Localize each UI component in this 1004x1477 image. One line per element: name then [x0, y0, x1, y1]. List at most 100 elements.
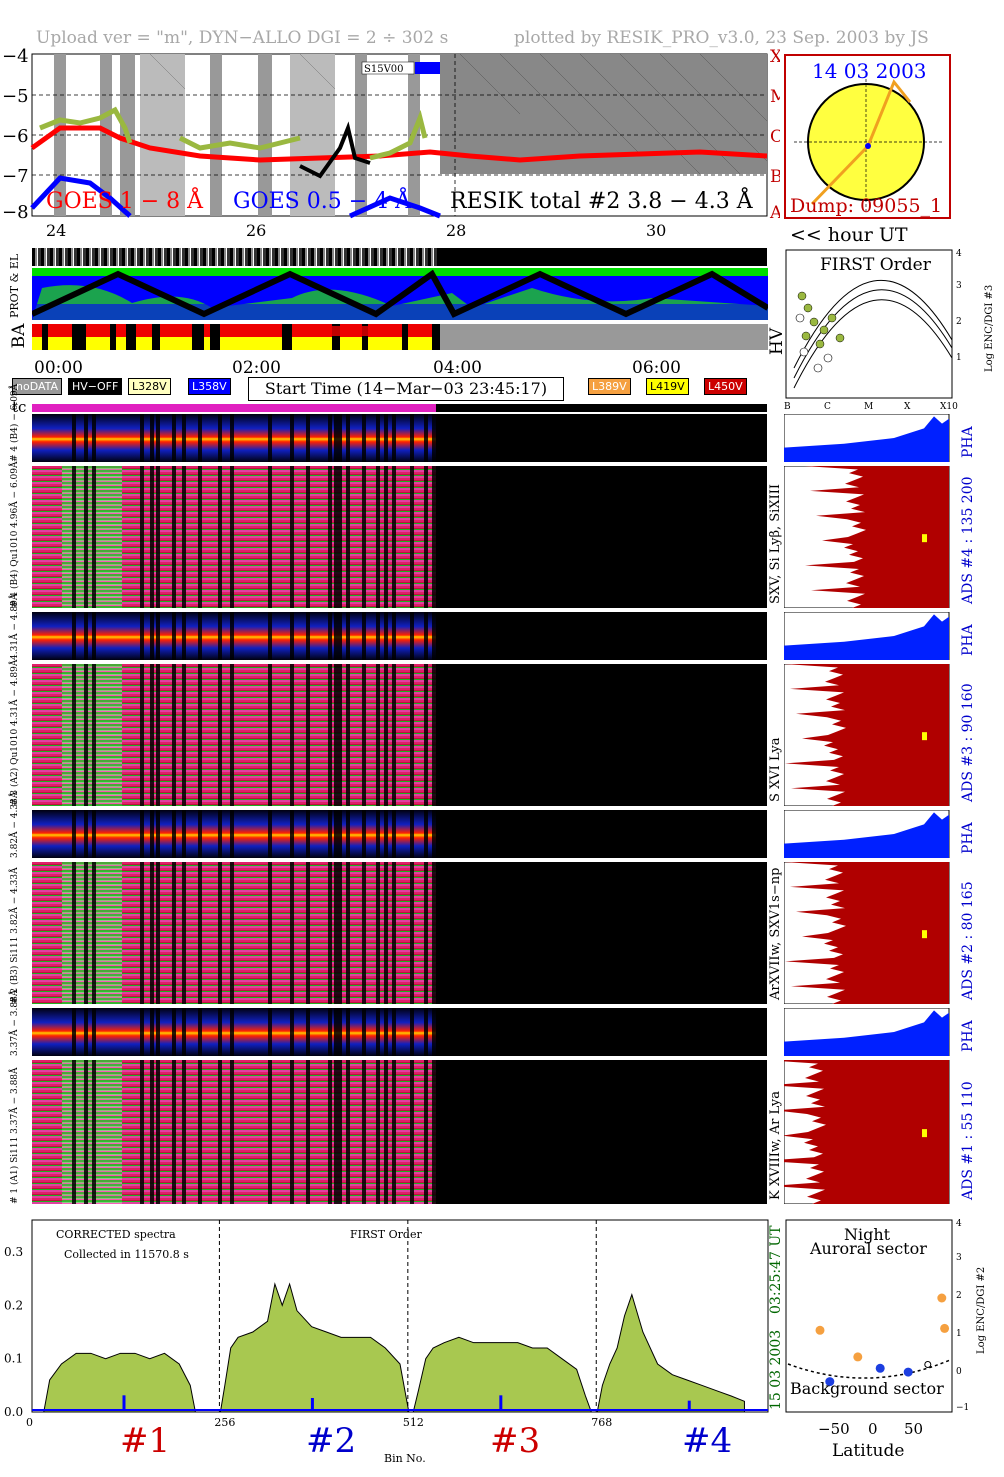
latitude-point [924, 1361, 932, 1368]
emission-line-label: ArXVIIw, SXV1s−np [768, 867, 783, 1000]
latitude-point [875, 1363, 885, 1373]
lat-ytick: 3 [956, 1253, 962, 1263]
first-order-xtick: M [864, 402, 873, 412]
time-tick: 00:00 [34, 358, 83, 378]
spectrum-ytick: 0.0 [4, 1405, 23, 1419]
resik-total-curve [299, 121, 371, 179]
first-order-xtick: X [904, 402, 911, 412]
pha-label: PHA [960, 624, 976, 656]
time-tick: 04:00 [433, 358, 482, 378]
pha-strip [32, 414, 767, 462]
prot-el-label: PROT & EL [8, 253, 21, 318]
pha-profile [784, 810, 950, 858]
pha-label: PHA [960, 1020, 976, 1052]
ads-profile [784, 466, 950, 608]
prot-el-strip [32, 268, 768, 320]
goes-tag: S15V00 [364, 64, 404, 75]
goes-class-b: B [770, 167, 780, 187]
latitude-point [903, 1367, 913, 1377]
goes-ytick: −4 [2, 48, 29, 67]
goes-ytick: −6 [2, 126, 29, 147]
pha-range-label: 3.82Å − 4.33Å [10, 791, 20, 858]
lat-ylabel: Log ENC/DGI #2 [976, 1267, 987, 1354]
goes-class-x: X [770, 48, 780, 67]
emission-line-label: SXV, Si Lyβ, SiXIII [768, 484, 783, 604]
goes-lightcurve-plot: S15V00 −4 −5 −6 −7 −8 X M C B A GOES 1 −… [2, 48, 780, 238]
ads-label: ADS #2 : 80 165 [960, 881, 976, 1000]
time-tick: 02:00 [232, 358, 281, 378]
channel-label-2: #2 [306, 1421, 356, 1461]
first-order-ytick: 2 [956, 317, 962, 327]
lat-xlabel: Latitude [832, 1441, 904, 1461]
spectrum-side-time: 03:25:47 UT [768, 1225, 784, 1314]
goes-yticks: −4 −5 −6 −7 −8 [2, 48, 29, 223]
ads-label: ADS #4 : 135 200 [960, 476, 976, 604]
channel-label-3: #3 [490, 1421, 540, 1461]
pha-profile [784, 1008, 950, 1056]
lat-night: Night [844, 1225, 891, 1244]
spectrum-xtick: 768 [591, 1416, 612, 1429]
channel-label-4: #4 [682, 1421, 732, 1461]
spectrum-ytick: 0.1 [4, 1352, 23, 1366]
spectrogram-panel [32, 862, 767, 1004]
pha-label: PHA [960, 426, 976, 458]
spectrum-ytick: 0.2 [4, 1298, 23, 1312]
first-order-xtick: X10 [940, 402, 958, 412]
pha-range-label: 4.31Å − 4.89Å [10, 593, 20, 660]
ads-profile [784, 664, 950, 806]
pha-strip [32, 1008, 767, 1056]
dump-label: Dump: 09055_1 [790, 195, 942, 217]
first-order-ytick: 1 [956, 353, 962, 363]
spectrum-side-date: 15 03 2003 [768, 1330, 784, 1410]
goes-class-m: M [770, 87, 780, 107]
pha-range-label: # 4 (B4) − 6.09Å [10, 383, 20, 462]
goes-ytick: −7 [2, 166, 29, 187]
first-order-plot: FIRST Order 1 2 3 4 B C M X X10 [784, 249, 962, 412]
badge-l328v: L328V [128, 378, 171, 395]
lat-ytick: 4 [956, 1219, 962, 1229]
spectrum-collected: Collected in 11570.8 s [64, 1248, 189, 1261]
lat-auroral: Auroral sector [809, 1239, 927, 1258]
tc-strip [32, 404, 436, 412]
emission-line-label: S XVI Lya [768, 737, 783, 802]
header-left: Upload ver = "m", DYN−ALLO DGI = 2 ÷ 302… [36, 28, 449, 48]
time-tick: 06:00 [632, 358, 681, 378]
spectrum-plot: 0 256 512 768 0.0 0.1 0.2 0.3 CORRECTED spectra… [4, 1219, 784, 1465]
lat-ytick: 0 [956, 1367, 962, 1377]
lat-ytick: −1 [956, 1403, 969, 1413]
first-order-ylabel: Log ENC/DGI #3 [984, 284, 995, 372]
channel-range-label: # 1 (A1) Si111 3.37Å − 3.88Å [10, 1067, 20, 1204]
channel-label-1: #1 [120, 1421, 170, 1461]
spectrogram-panel [32, 664, 767, 806]
badge-l358v: L358V [188, 378, 231, 395]
latitude-point [853, 1352, 863, 1362]
latitude-plot: Night Auroral sector Background sector L… [785, 1219, 987, 1461]
spectrum-xtick: 0 [26, 1416, 33, 1429]
latitude-point [937, 1293, 947, 1303]
latitude-point [940, 1323, 950, 1333]
ads-profile [784, 862, 950, 1004]
pha-strip [32, 612, 767, 660]
legend-goes-1-8: GOES 1 − 8 Å [46, 186, 204, 214]
goes-class-a: A [769, 203, 780, 223]
ads-profile [784, 1060, 950, 1204]
first-order-title: FIRST Order [820, 255, 932, 275]
emission-line-label: K XVIIIw, Ar Lya [768, 1091, 783, 1200]
spectrum-ytick: 0.3 [4, 1245, 23, 1259]
ba-label: BA [9, 323, 29, 349]
badge-l389v: L389V [588, 378, 631, 395]
pha-profile [784, 414, 950, 462]
spectrum-xtick: 256 [214, 1416, 235, 1429]
badge-hv-off: HV−OFF [68, 378, 123, 395]
lat-ytick: 2 [956, 1291, 962, 1301]
legend-goes-05-4: GOES 0.5 − 4 Å [233, 186, 412, 214]
channel-range-label: # 2 (B3) Si111 3.82Å − 4.33Å [10, 867, 20, 1004]
first-order-xtick: B [784, 402, 791, 412]
pha-range-label: 3.37Å − 3.88Å [10, 989, 20, 1056]
goes-05-4-curve [30, 175, 132, 218]
start-time-box: Start Time (14−Mar−03 23:45:17) [248, 377, 564, 401]
pha-profile [784, 612, 950, 660]
legend-resik-total: RESIK total #2 3.8 − 4.3 Å [450, 186, 754, 214]
goes-xtick: 24 [46, 221, 66, 238]
first-order-ytick: 4 [956, 249, 962, 259]
